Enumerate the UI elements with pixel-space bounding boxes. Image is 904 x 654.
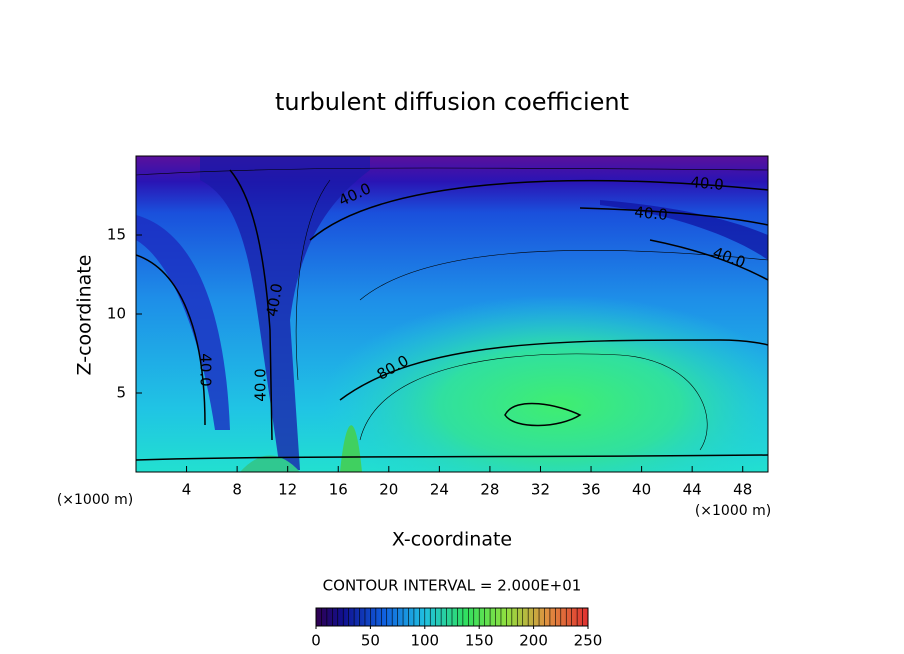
colorbar-tick-label: 200	[519, 632, 548, 650]
y-tick-label: 10	[107, 305, 126, 323]
x-tick-label: 8	[232, 481, 242, 499]
colorbar-tick-label: 100	[410, 632, 439, 650]
x-tick-label: 12	[278, 481, 297, 499]
chart-title: turbulent diffusion coefficient	[275, 88, 629, 116]
contour-label: 40.0	[252, 368, 270, 401]
y-axis-label: Z-coordinate	[74, 255, 96, 376]
colorbar-tick-label: 150	[465, 632, 494, 650]
colorbar-tick-label: 0	[311, 632, 321, 650]
x-unit: (×1000 m)	[695, 503, 771, 519]
contour-label: 40.0	[263, 282, 287, 318]
field	[136, 156, 768, 472]
x-tick-label: 16	[329, 481, 348, 499]
y-unit: (×1000 m)	[57, 492, 133, 508]
x-tick-label: 48	[733, 481, 752, 499]
x-tick-label: 44	[683, 481, 702, 499]
colorbar-tick-label: 250	[574, 632, 603, 650]
x-tick-label: 24	[430, 481, 449, 499]
x-tick-label: 20	[379, 481, 398, 499]
x-tick-label: 4	[182, 481, 192, 499]
contour-label: 40.0	[690, 173, 725, 194]
contour-label: 40.0	[197, 353, 215, 386]
x-axis-label: X-coordinate	[392, 529, 512, 551]
x-tick-label: 40	[632, 481, 651, 499]
x-tick-label: 32	[531, 481, 550, 499]
x-tick-label: 36	[581, 481, 600, 499]
x-tick-label: 28	[480, 481, 499, 499]
y-tick-label: 15	[107, 226, 126, 244]
contour-label: 40.0	[634, 203, 669, 224]
y-tick-label: 5	[116, 384, 126, 402]
colorbar-tick-label: 50	[361, 632, 380, 650]
contour-interval: CONTOUR INTERVAL = 2.000E+01	[323, 577, 582, 595]
